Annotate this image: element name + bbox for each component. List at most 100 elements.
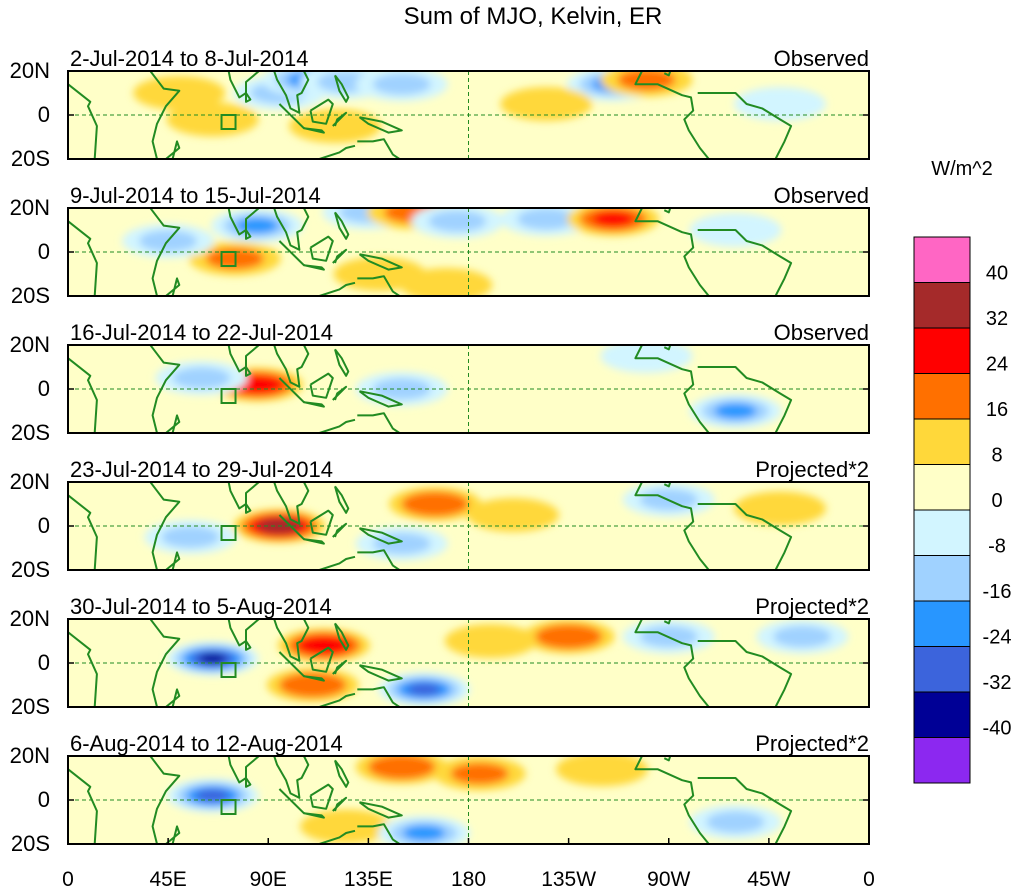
coastline (165, 277, 181, 296)
coastline (68, 83, 98, 159)
anomaly-contour (517, 208, 576, 230)
y-tick-label: 20S (11, 831, 50, 856)
y-tick-label: 0 (38, 102, 50, 127)
y-tick-label: 0 (38, 239, 50, 264)
anomaly-field (68, 482, 826, 570)
coastline (309, 646, 334, 673)
colorbar-swatch (913, 464, 971, 511)
x-tick-label: 45W (747, 868, 790, 889)
x-tick-label: 90W (647, 868, 690, 889)
chart-title: Sum of MJO, Kelvin, ER (404, 3, 663, 30)
reference-box (220, 251, 237, 267)
coastline (309, 98, 334, 125)
anomaly-blobs (122, 208, 782, 296)
x-tick-label: 135E (344, 868, 393, 889)
coastline (357, 686, 401, 707)
coastline (663, 756, 672, 762)
coastline (697, 503, 793, 570)
anomaly-contour (198, 653, 227, 664)
coastline (68, 220, 98, 296)
anomaly-contour (706, 811, 765, 833)
panel-period: 23-Jul-2014 to 29-Jul-2014 (70, 457, 333, 482)
coastline (332, 522, 348, 538)
coastline (357, 138, 401, 159)
coastline (334, 759, 350, 788)
coastlines (68, 756, 793, 844)
coastline (358, 116, 403, 134)
coastline (278, 377, 305, 404)
coastline (309, 372, 334, 399)
anomaly-contour (183, 108, 242, 131)
coastline (332, 385, 348, 401)
coastline (697, 366, 793, 433)
coastline (332, 659, 348, 675)
y-tick-label: 0 (38, 650, 50, 675)
coastline (358, 664, 403, 682)
coastline (334, 348, 350, 377)
reference-box (220, 662, 237, 678)
coastlines (68, 619, 793, 707)
anomaly-contour (591, 211, 635, 227)
coastline (149, 71, 181, 159)
anomaly-contour (291, 677, 334, 693)
coastline (357, 275, 401, 296)
anomaly-field (68, 71, 826, 159)
anomaly-blobs (133, 71, 826, 143)
anomaly-contour (407, 683, 441, 696)
y-tick-label: 20N (10, 332, 50, 357)
coastline (334, 622, 350, 651)
coastlines (68, 482, 793, 570)
coastline (332, 248, 348, 264)
reference-box (220, 525, 237, 541)
coastline (278, 651, 305, 678)
coastline (358, 801, 403, 819)
coastline (602, 71, 710, 159)
coastline (303, 812, 325, 819)
coastline (663, 482, 672, 488)
anomaly-contour (573, 758, 631, 780)
coastline (319, 829, 356, 844)
reference-box (220, 114, 237, 130)
coastline (697, 229, 793, 296)
y-tick-label: 20S (11, 420, 50, 445)
y-tick-label: 20S (11, 694, 50, 719)
coastlines (68, 208, 793, 296)
coastline (309, 235, 334, 262)
colorbar-tick-label: 16 (986, 399, 1008, 421)
colorbar-swatch (913, 509, 971, 556)
coastline (357, 412, 401, 433)
coastline (697, 640, 793, 707)
y-tick-label: 20S (11, 283, 50, 308)
coastline (663, 619, 672, 625)
anomaly-contour (467, 383, 559, 417)
anomaly-blobs (155, 345, 782, 428)
panel-label: Observed (774, 183, 869, 208)
colorbar-swatch (913, 691, 971, 738)
coastline (278, 103, 305, 130)
anomaly-contour (240, 378, 274, 391)
colorbar-swatch (913, 373, 971, 420)
anomaly-contour (547, 628, 590, 645)
anomaly-contour (450, 762, 509, 785)
coastline (303, 264, 325, 271)
colorbar-swatch (913, 327, 971, 374)
coastline (332, 796, 348, 812)
anomaly-contour (751, 497, 809, 520)
colorbar-tick-label: -32 (983, 672, 1012, 694)
coastline (309, 509, 334, 536)
anomaly-contour (500, 87, 593, 121)
y-tick-label: 20N (10, 195, 50, 220)
anomaly-contour (413, 496, 457, 512)
panel-label: Projected*2 (755, 731, 869, 756)
coastline (149, 756, 181, 844)
map-panel: 20N 0 20S 30-Jul-2014 to 5-Aug-2014 Projecte… (10, 594, 870, 719)
coastline (245, 229, 252, 240)
anomaly-contour (773, 625, 832, 648)
colorbar-tick-label: 8 (991, 445, 1002, 467)
y-tick-label: 20N (10, 469, 50, 494)
anomaly-contour (235, 217, 279, 234)
anomaly-contour (372, 378, 431, 400)
panel-label: Projected*2 (755, 594, 869, 619)
coastline (697, 92, 793, 159)
colorbar-swatch (913, 236, 971, 283)
